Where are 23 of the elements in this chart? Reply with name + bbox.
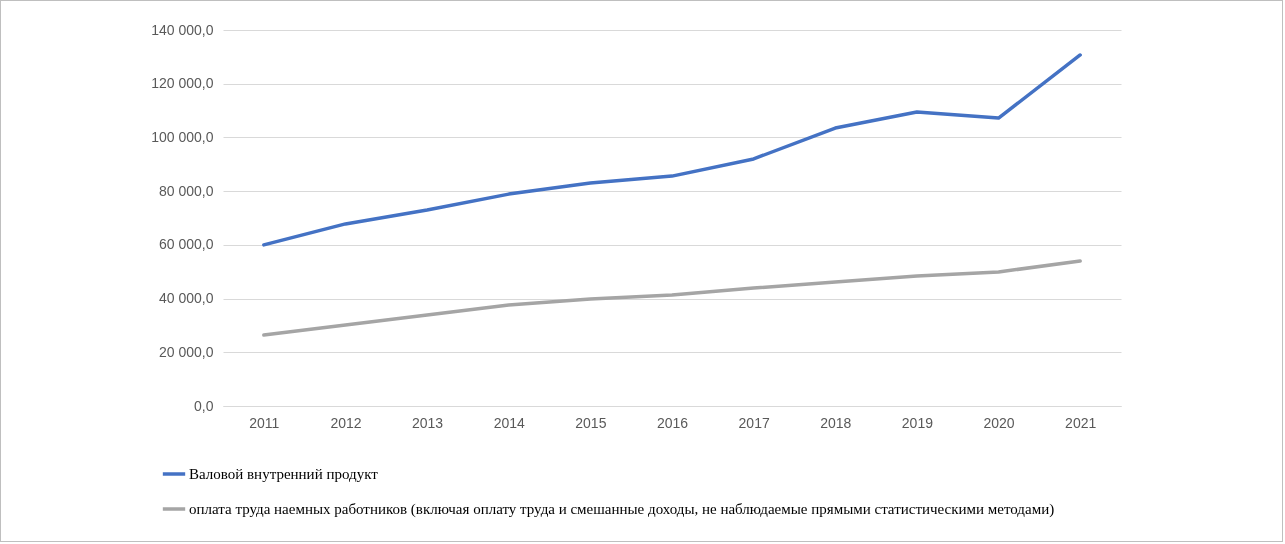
legend-label: оплата труда наемных работников (включая оплату труда и смешанные доходы, не наблюдаемые прямыми статистическими методами) [189,501,1055,518]
x-tick-label: 2015 [575,414,607,431]
x-tick-label: 2014 [493,414,526,431]
x-tick-label: 2011 [249,414,280,431]
x-tick-label: 2017 [738,414,770,431]
x-tick-label: 2018 [820,414,852,431]
y-tick-label: 60 000,0 [159,236,214,253]
x-tick-label: 2012 [330,414,362,431]
x-tick-label: 2016 [656,414,689,431]
line-series [262,259,1082,337]
x-tick-label: 2021 [1065,414,1097,431]
y-tick-label: 40 000,0 [159,290,214,307]
x-tick-label: 2020 [983,414,1015,431]
y-tick-label: 100 000,0 [151,128,214,145]
x-tick-label: 2013 [412,414,444,431]
line-series [262,53,1082,247]
x-tick-label: 2019 [901,414,934,431]
y-tick-label: 80 000,0 [159,182,214,199]
y-tick-label: 20 000,0 [159,343,214,360]
y-tick-label: 0,0 [194,397,214,414]
legend-label: Валовой внутренний продукт [189,466,379,482]
y-tick-label: 120 000,0 [151,75,214,92]
y-tick-label: 140 000,0 [151,21,214,38]
